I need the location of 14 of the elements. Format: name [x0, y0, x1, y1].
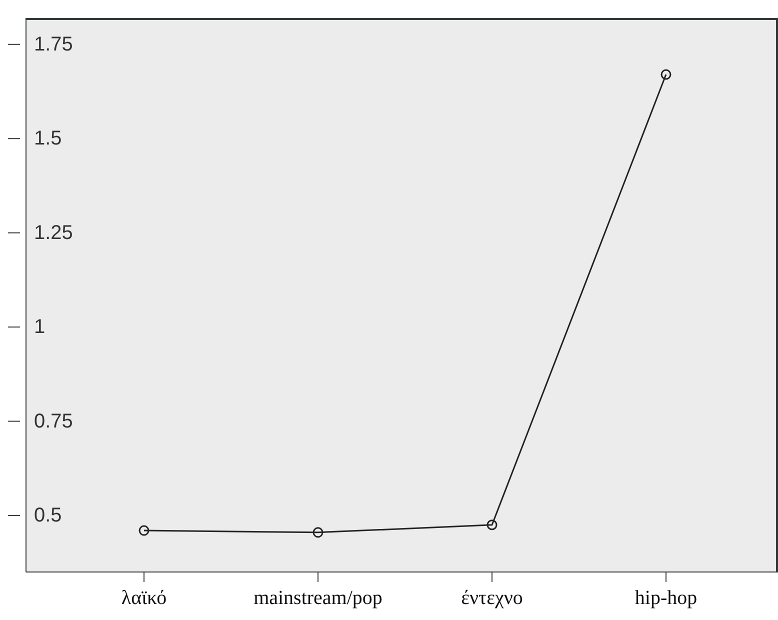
x-tick-label: έντεχνο [461, 587, 523, 610]
x-tick-label: hip-hop [634, 587, 698, 610]
x-tick-label: mainstream/pop [254, 587, 382, 610]
y-tick-label: 0.75 [34, 410, 73, 432]
y-tick-label: 0.5 [34, 504, 62, 526]
point [312, 527, 324, 538]
y-tick-label: 1.75 [34, 33, 73, 56]
point [660, 69, 672, 80]
point [486, 520, 498, 530]
y-tick-label: 1 [34, 316, 46, 338]
y-tick-label: 1.5 [34, 128, 62, 150]
point [138, 525, 150, 536]
x-tick-label: λαϊκό [121, 587, 167, 610]
y-tick-label: 1.25 [34, 222, 73, 244]
